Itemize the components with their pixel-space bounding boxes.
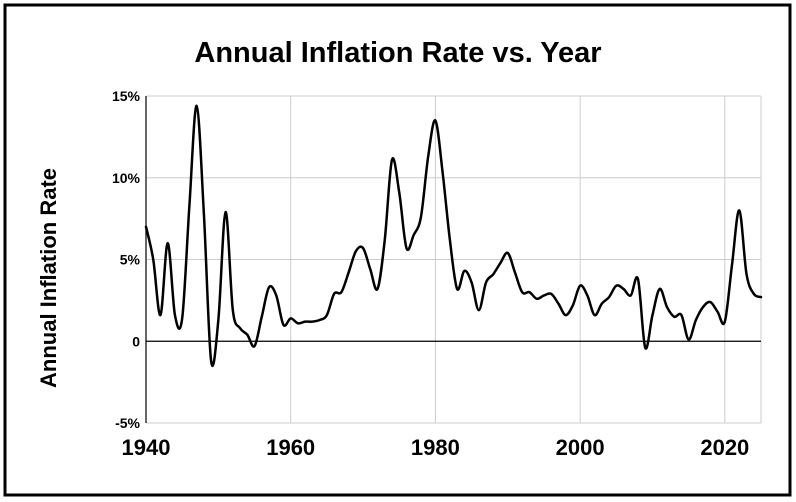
inflation-series-line: [144, 104, 763, 367]
x-tick-label: 1980: [411, 435, 460, 460]
series-layer: [144, 104, 763, 367]
x-tick-labels: 1940 1960 1980 2000 2020: [122, 435, 750, 460]
x-tick-label: 2000: [556, 435, 605, 460]
y-tick-label: 15%: [112, 88, 141, 104]
chart-frame: [3, 3, 792, 497]
y-tick-labels: -5% 0 5% 10% 15%: [112, 88, 141, 431]
axis-layer: [145, 96, 761, 423]
chart-title: Annual Inflation Rate vs. Year: [194, 37, 601, 69]
y-tick-label: 5%: [120, 252, 141, 268]
x-tick-label: 1940: [122, 435, 171, 460]
x-tick-label: 1960: [266, 435, 315, 460]
grid-layer: [145, 95, 762, 424]
y-tick-label: 0: [132, 333, 140, 349]
x-tick-label: 2020: [700, 435, 749, 460]
y-tick-label: -5%: [115, 415, 140, 431]
y-axis-label: Annual Inflation Rate: [36, 168, 61, 388]
y-tick-label: 10%: [112, 170, 141, 186]
